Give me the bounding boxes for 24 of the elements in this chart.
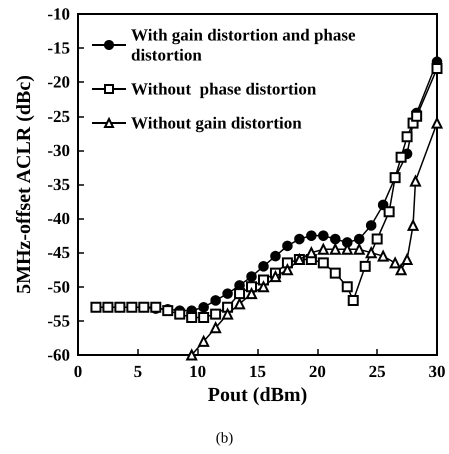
x-tick-label: 10 [189, 362, 206, 381]
x-tick-label: 5 [134, 362, 142, 381]
y-tick-label: -20 [47, 72, 70, 92]
y-tick-label: -60 [47, 346, 70, 364]
y-axis-title: 5MHz-offset ACLR (dBc) [13, 75, 35, 294]
y-tick-label: -55 [47, 311, 70, 330]
x-tick-label: 15 [249, 362, 266, 381]
y-tick-label: -15 [47, 38, 70, 58]
legend-label: With gain distortion and phase distortion [131, 26, 360, 64]
y-tick-label: -35 [47, 175, 70, 194]
y-tick-label: -30 [47, 140, 70, 160]
legend-label: Without gain distortion [131, 114, 302, 132]
x-tick-label: 0 [74, 362, 82, 381]
x-tick-label: 30 [428, 362, 446, 381]
y-tick-label: -25 [47, 106, 70, 126]
y-tick-label: -45 [47, 243, 70, 262]
x-tick-label: 25 [368, 362, 386, 381]
x-tick-label: 20 [308, 362, 326, 381]
y-tick-label: -10 [47, 4, 70, 24]
text: (b) [216, 430, 234, 446]
y-tick-label: -40 [47, 209, 70, 228]
y-tick-label: -50 [47, 277, 70, 296]
legend-label: Without phase distortion [131, 80, 317, 98]
x-axis-title: Pout (dBm) [208, 384, 308, 406]
